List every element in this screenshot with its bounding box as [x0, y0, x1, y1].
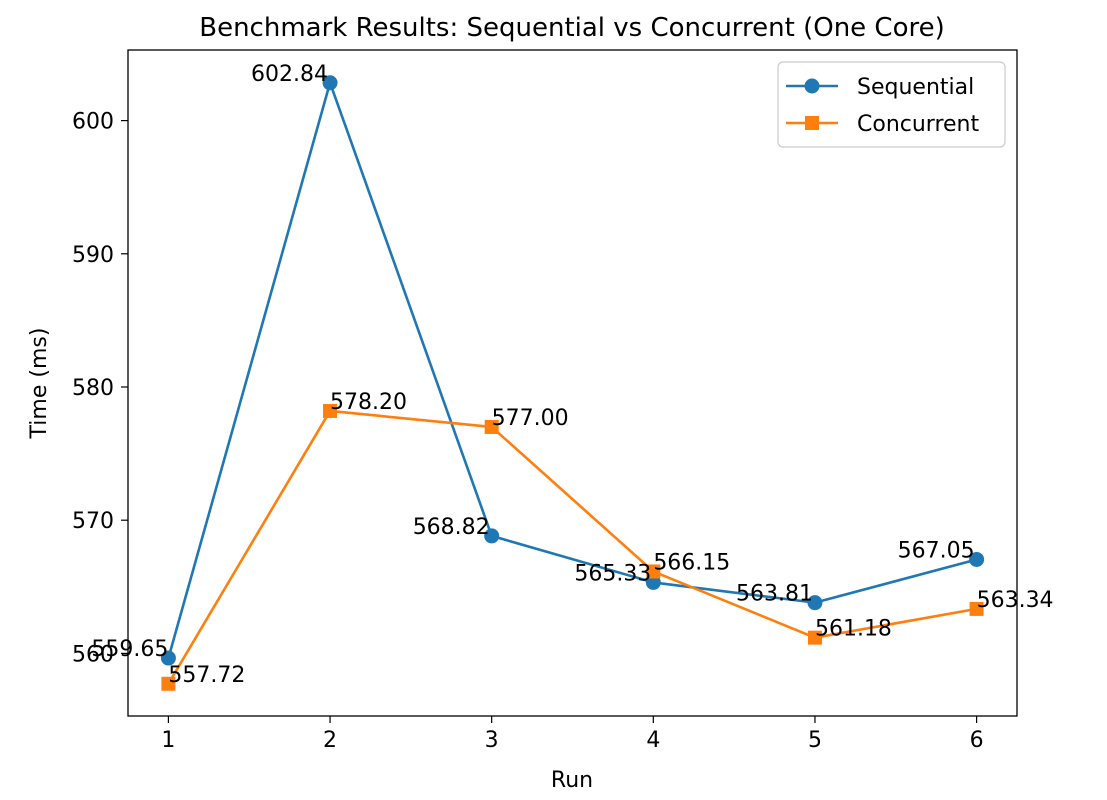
data-label: 561.18 [815, 617, 892, 642]
x-tick-label: 6 [970, 728, 984, 753]
data-label: 568.82 [413, 515, 490, 540]
data-point [807, 595, 823, 611]
x-tick-label: 4 [646, 728, 660, 753]
data-label: 566.15 [653, 550, 730, 575]
legend: Sequential Concurrent [777, 61, 1006, 148]
data-point [322, 75, 338, 91]
data-label: 559.65 [91, 637, 168, 662]
x-tick-label: 5 [808, 728, 822, 753]
data-point [161, 676, 176, 691]
y-axis-label: Time (ms) [27, 328, 52, 440]
data-labels: 559.65 602.84 568.82 565.33 563.81 567.05 557.… [91, 62, 1053, 688]
legend-marker [804, 78, 820, 94]
y-tick-label: 570 [72, 509, 114, 534]
chart-title: Benchmark Results: Sequential vs Concurr… [199, 13, 945, 43]
data-point [484, 528, 500, 544]
legend-label: Concurrent [857, 112, 980, 137]
x-tick-label: 1 [161, 728, 175, 753]
y-tick-label: 580 [72, 376, 114, 401]
x-axis-label: Run [551, 768, 593, 793]
data-label: 578.20 [330, 390, 407, 415]
data-label: 557.72 [168, 663, 245, 688]
data-point [645, 574, 661, 590]
series-layer [160, 75, 985, 691]
data-point [160, 650, 176, 666]
data-point [646, 564, 661, 579]
data-point [969, 551, 985, 567]
x-tick-label: 3 [485, 728, 499, 753]
data-label: 602.84 [251, 62, 328, 87]
plot-frame [127, 49, 1018, 717]
axis-ticks: 1 2 3 4 5 6 560 570 580 590 600 [72, 110, 984, 753]
data-label: 563.81 [736, 582, 813, 607]
data-point [807, 630, 822, 645]
y-tick-label: 590 [72, 243, 114, 268]
legend-label: Sequential [857, 75, 974, 100]
y-tick-label: 560 [72, 642, 114, 667]
x-tick-label: 2 [323, 728, 337, 753]
y-tick-label: 600 [72, 110, 114, 135]
legend-frame [777, 61, 1006, 148]
series-line [167, 409, 977, 685]
data-label: 577.00 [492, 406, 569, 431]
data-point [323, 403, 338, 418]
series-line [167, 81, 977, 659]
legend-marker [805, 116, 819, 130]
data-point [969, 601, 984, 616]
data-label: 565.33 [574, 561, 651, 586]
data-label: 563.34 [977, 588, 1054, 613]
data-label: 567.05 [898, 538, 975, 563]
data-point [484, 419, 499, 434]
